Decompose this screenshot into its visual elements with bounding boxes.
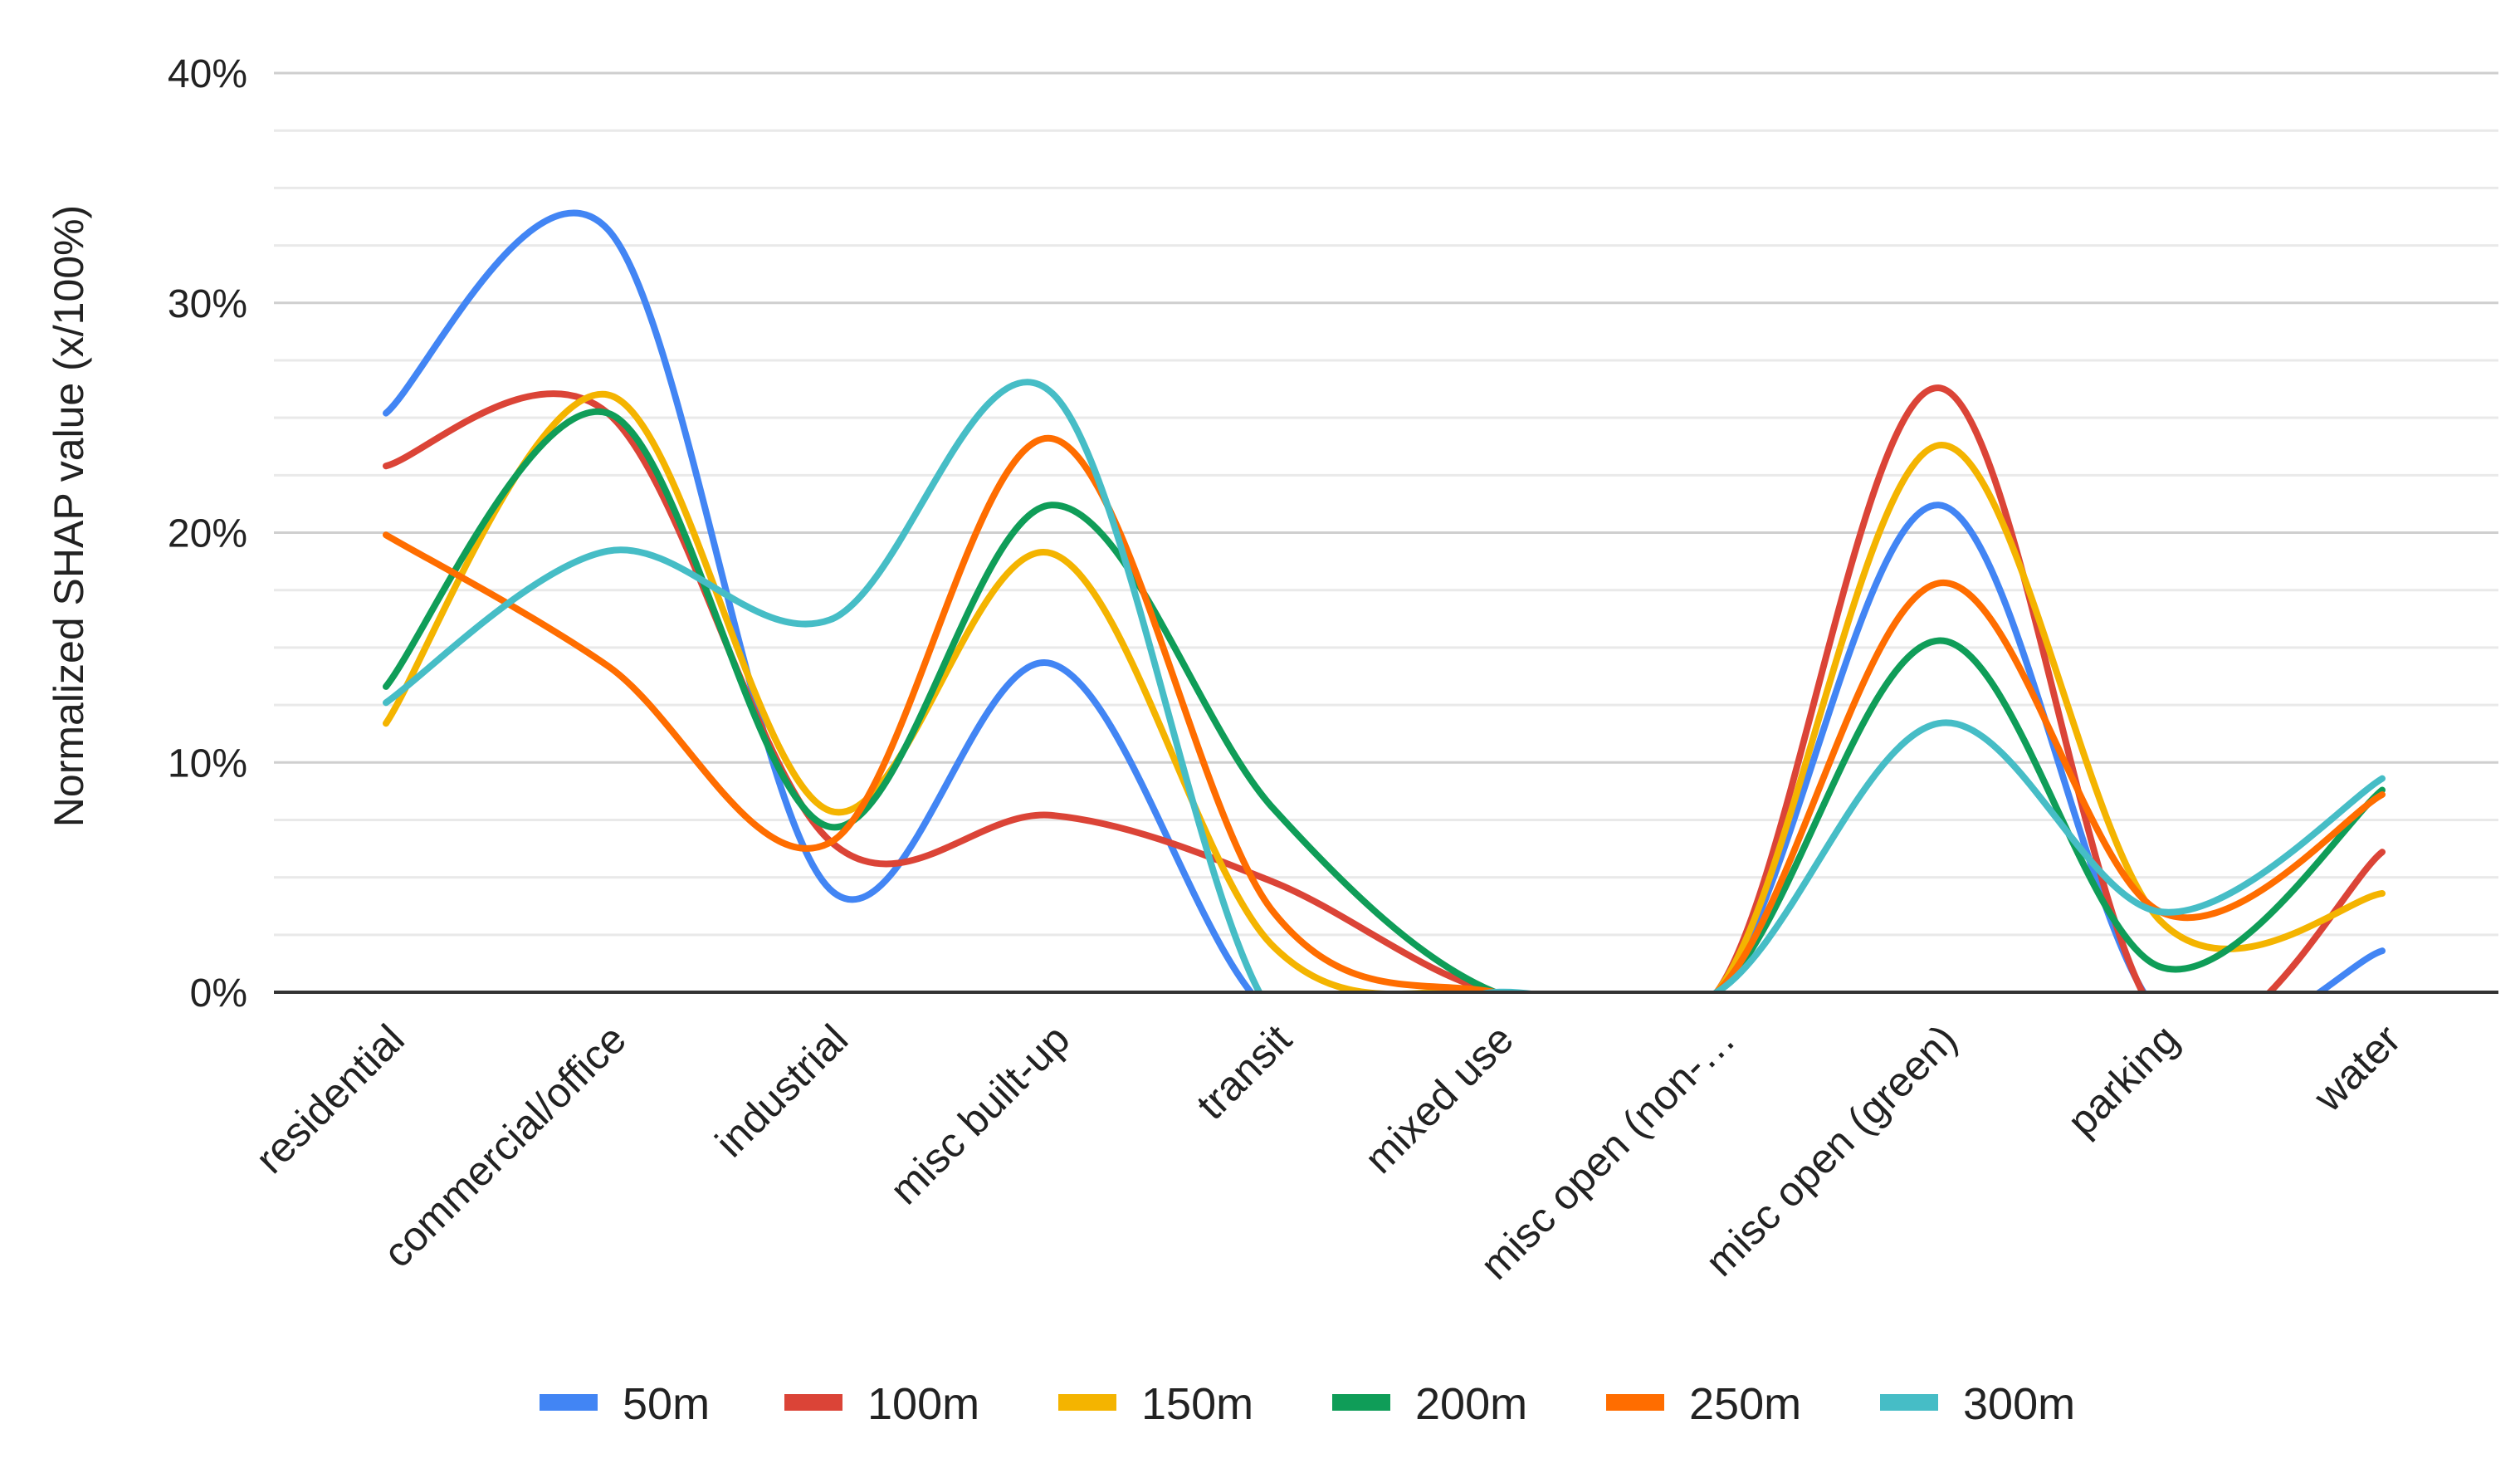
legend[interactable]: 50m 100m 150m 200m 250m 300m bbox=[540, 1379, 2075, 1429]
series-lines bbox=[383, 209, 2386, 1055]
series-line-300m[interactable] bbox=[383, 379, 2386, 1055]
legend-label-200m[interactable]: 200m bbox=[1415, 1379, 1527, 1429]
series-line-200m[interactable] bbox=[383, 408, 2386, 1026]
y-tick-label: 0% bbox=[190, 971, 247, 1015]
x-tick-label: water bbox=[2304, 1015, 2410, 1121]
legend-label-150m[interactable]: 150m bbox=[1141, 1379, 1253, 1429]
legend-label-300m[interactable]: 300m bbox=[1963, 1379, 2075, 1429]
legend-swatch-300m bbox=[1880, 1394, 1938, 1411]
series-line-250m[interactable] bbox=[383, 434, 2386, 1026]
gridlines bbox=[274, 71, 2498, 937]
series-line-150m[interactable] bbox=[383, 391, 2386, 1035]
x-tick-label: industrial bbox=[706, 1015, 857, 1166]
x-tick-label: mixed use bbox=[1355, 1015, 1522, 1182]
y-tick-label: 20% bbox=[168, 512, 247, 556]
x-tick-label: parking bbox=[2058, 1015, 2188, 1145]
legend-label-100m[interactable]: 100m bbox=[867, 1379, 979, 1429]
x-tick-label: residential bbox=[247, 1015, 413, 1182]
y-axis-title: Normalized SHAP value (x/100%) bbox=[46, 205, 92, 827]
y-axis-ticks: 0% 10% 20% 30% 40% bbox=[168, 52, 247, 1015]
legend-label-250m[interactable]: 250m bbox=[1689, 1379, 1801, 1429]
x-tick-label: commercial/office bbox=[374, 1015, 635, 1276]
legend-swatch-50m bbox=[540, 1394, 598, 1411]
y-tick-label: 30% bbox=[168, 282, 247, 326]
legend-swatch-200m bbox=[1332, 1394, 1390, 1411]
x-tick-label: transit bbox=[1188, 1015, 1301, 1128]
y-tick-label: 40% bbox=[168, 52, 247, 96]
x-tick-label: misc open (green) bbox=[1697, 1015, 1966, 1285]
series-line-100m[interactable] bbox=[383, 384, 2386, 1041]
legend-swatch-150m bbox=[1058, 1394, 1116, 1411]
legend-label-50m[interactable]: 50m bbox=[623, 1379, 710, 1429]
series-line-50m[interactable] bbox=[383, 209, 2386, 1038]
x-tick-label: misc built-up bbox=[881, 1015, 1078, 1213]
legend-swatch-100m bbox=[784, 1394, 842, 1411]
legend-swatch-250m bbox=[1606, 1394, 1664, 1411]
y-tick-label: 10% bbox=[168, 741, 247, 785]
